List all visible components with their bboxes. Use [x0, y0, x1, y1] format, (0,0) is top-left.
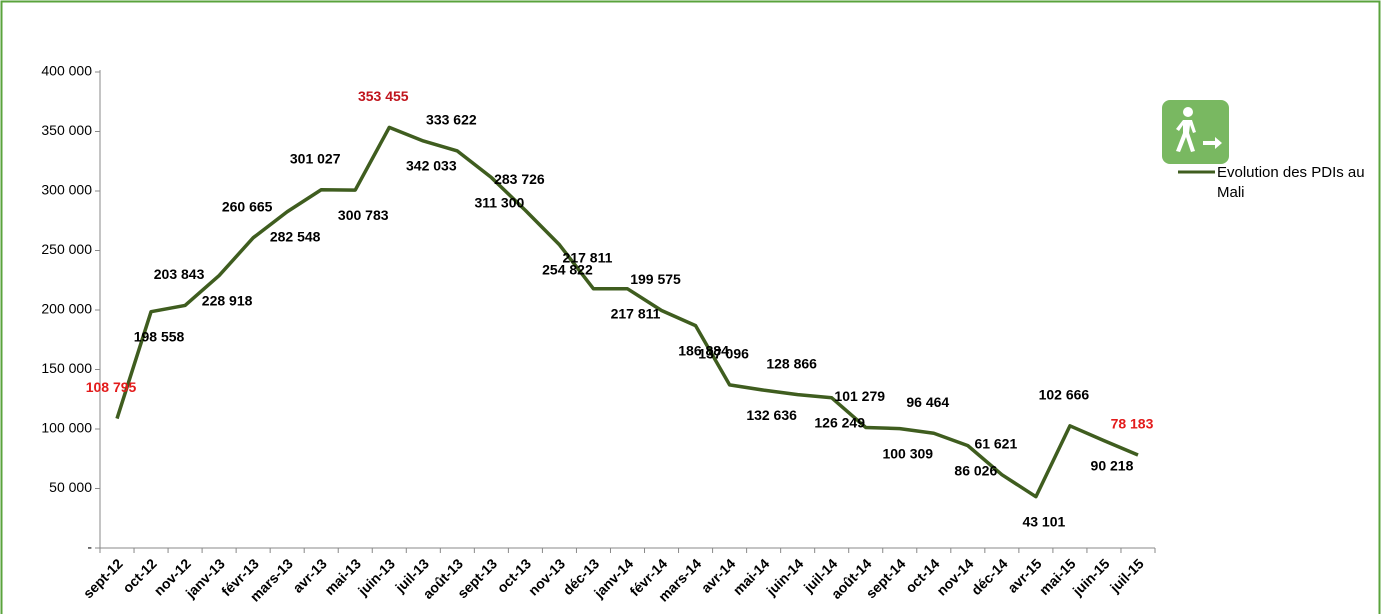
data-label: 96 464 — [906, 394, 949, 410]
data-label: 260 665 — [222, 199, 273, 215]
data-label: 186 884 — [678, 342, 729, 358]
y-tick-label: 200 000 — [41, 301, 92, 317]
data-label: 198 558 — [134, 328, 185, 344]
data-label: 217 811 — [611, 306, 661, 322]
data-label: 90 218 — [1091, 457, 1134, 473]
data-label: 228 918 — [202, 292, 253, 308]
legend-label: Evolution des PDIs au Mali — [1217, 164, 1365, 201]
y-tick-label: 100 000 — [41, 420, 92, 436]
data-label: 100 309 — [882, 445, 933, 461]
y-tick-label: - — [87, 539, 92, 555]
y-tick-label: 400 000 — [41, 63, 92, 79]
data-label: 301 027 — [290, 150, 341, 166]
y-tick-label: 250 000 — [41, 241, 92, 257]
data-label: 300 783 — [338, 207, 389, 223]
data-label: 254 822 — [542, 261, 593, 277]
data-label: 108 795 — [86, 379, 137, 395]
data-label: 128 866 — [766, 355, 817, 371]
line — [115, 125, 1139, 499]
y-tick-label: 350 000 — [41, 122, 92, 138]
y-tick-label: 50 000 — [49, 479, 92, 495]
data-label: 78 183 — [1111, 416, 1154, 432]
y-tick-label: 300 000 — [41, 182, 92, 198]
data-label: 203 843 — [154, 266, 205, 282]
legend-icon-figure — [1176, 107, 1222, 152]
data-label: 311 300 — [474, 194, 524, 210]
data-label: 217 811 — [563, 250, 613, 266]
data-label: 132 636 — [746, 407, 797, 423]
data-label: 101 279 — [834, 388, 885, 404]
data-label: 353 455 — [358, 88, 409, 104]
data-label: 86 026 — [954, 462, 997, 478]
data-label: 333 622 — [426, 112, 477, 128]
data-label: 283 726 — [494, 171, 545, 187]
data-label: 61 621 — [974, 435, 1017, 451]
data-label: 137 096 — [698, 346, 749, 362]
data-label: 43 101 — [1022, 513, 1065, 529]
data-label: 199 575 — [630, 271, 681, 287]
data-label: 282 548 — [270, 228, 321, 244]
data-label: 102 666 — [1039, 387, 1090, 403]
data-label: 342 033 — [406, 158, 457, 174]
y-tick-label: 150 000 — [41, 360, 92, 376]
data-label: 126 249 — [814, 414, 865, 430]
